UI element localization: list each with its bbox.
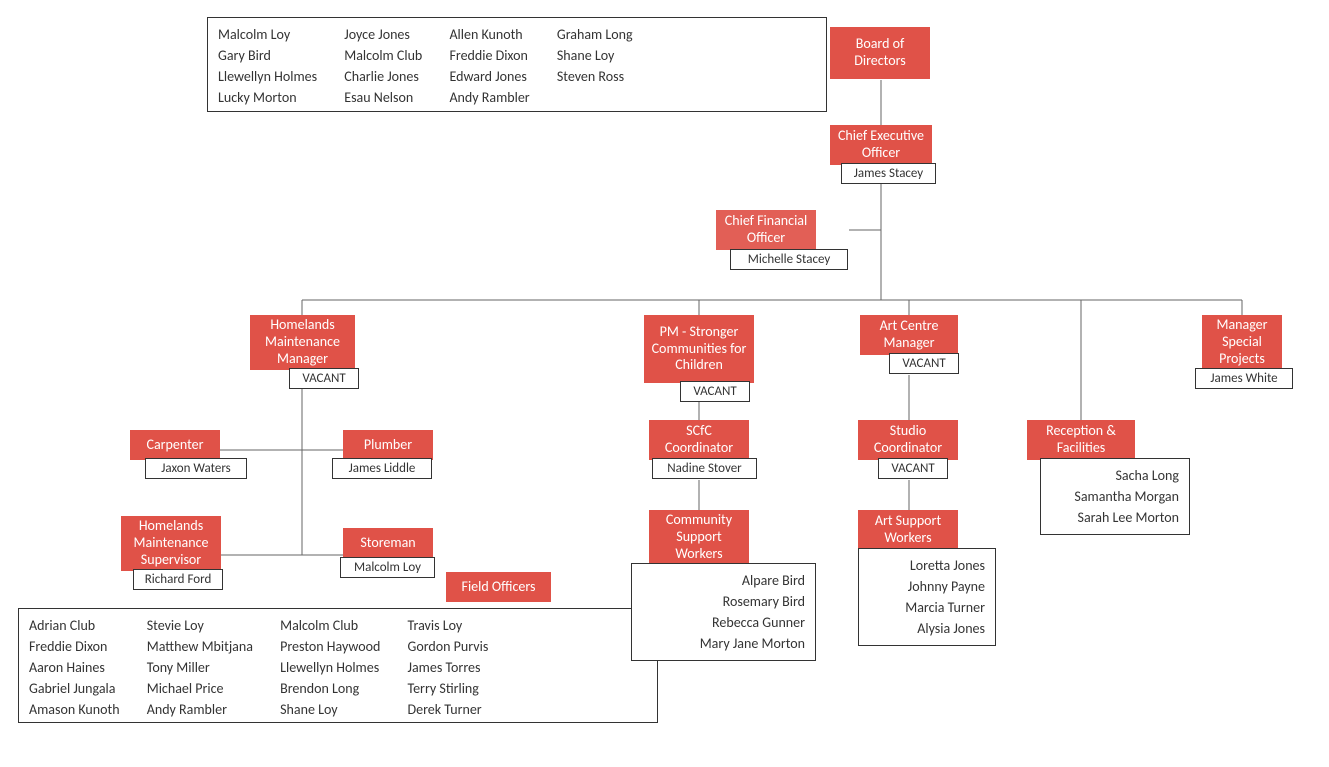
cfo-title: Chief Financial Officer: [716, 210, 816, 250]
reception-list: Sacha LongSamantha MorganSarah Lee Morto…: [1040, 458, 1190, 535]
fo-col-1: Adrian ClubFreddie DixonAaron HainesGabr…: [29, 615, 120, 720]
acm-title: Art Centre Manager: [860, 315, 958, 355]
asw-title: Art Support Workers: [858, 510, 958, 550]
carpenter-title: Carpenter: [130, 430, 220, 460]
studio-name: VACANT: [878, 458, 948, 479]
hms-name: Richard Ford: [133, 569, 223, 590]
plumber-name: James Liddle: [332, 458, 432, 479]
reception-title: Reception & Facilities: [1027, 420, 1135, 460]
pm-scfc-title: PM - Stronger Communities for Children: [644, 315, 754, 383]
scfc-coord-title: SCfC Coordinator: [649, 420, 749, 460]
ceo-title: Chief Executive Officer: [830, 125, 932, 165]
cfo-name: Michelle Stacey: [730, 249, 848, 270]
studio-title: Studio Coordinator: [858, 420, 958, 460]
scfc-coord-name: Nadine Stover: [652, 458, 757, 479]
field-officers-list: Adrian ClubFreddie DixonAaron HainesGabr…: [18, 608, 658, 723]
ceo-name: James Stacey: [841, 163, 936, 184]
msp-title: Manager Special Projects: [1202, 315, 1282, 370]
hms-title: Homelands Maintenance Supervisor: [121, 516, 221, 571]
carpenter-name: Jaxon Waters: [145, 458, 247, 479]
storeman-name: Malcolm Loy: [340, 557, 435, 578]
board-col-1: Malcolm LoyGary BirdLlewellyn HolmesLuck…: [218, 24, 317, 108]
plumber-title: Plumber: [343, 430, 433, 460]
board-col-4: Graham LongShane LoySteven Ross: [557, 24, 633, 87]
board-title: Board of Directors: [830, 27, 930, 79]
board-members-list: Malcolm LoyGary BirdLlewellyn HolmesLuck…: [207, 17, 827, 112]
field-officers-title: Field Officers: [446, 572, 551, 602]
msp-name: James White: [1195, 368, 1293, 389]
csw-list: Alpare BirdRosemary BirdRebecca GunnerMa…: [631, 563, 816, 661]
storeman-title: Storeman: [343, 528, 433, 558]
hmm-title: Homelands Maintenance Manager: [250, 315, 355, 370]
asw-list: Loretta JonesJohnny PayneMarcia TurnerAl…: [858, 548, 996, 646]
hmm-name: VACANT: [289, 368, 359, 389]
fo-col-3: Malcolm ClubPreston HaywoodLlewellyn Hol…: [280, 615, 380, 720]
pm-scfc-name: VACANT: [680, 381, 750, 402]
csw-title: Community Support Workers: [649, 510, 749, 565]
fo-col-4: Travis LoyGordon PurvisJames TorresTerry…: [408, 615, 489, 720]
fo-col-2: Stevie LoyMatthew MbitjanaTony MillerMic…: [147, 615, 253, 720]
acm-name: VACANT: [889, 353, 959, 374]
board-col-3: Allen KunothFreddie DixonEdward JonesAnd…: [449, 24, 529, 108]
board-col-2: Joyce JonesMalcolm ClubCharlie JonesEsau…: [344, 24, 422, 108]
